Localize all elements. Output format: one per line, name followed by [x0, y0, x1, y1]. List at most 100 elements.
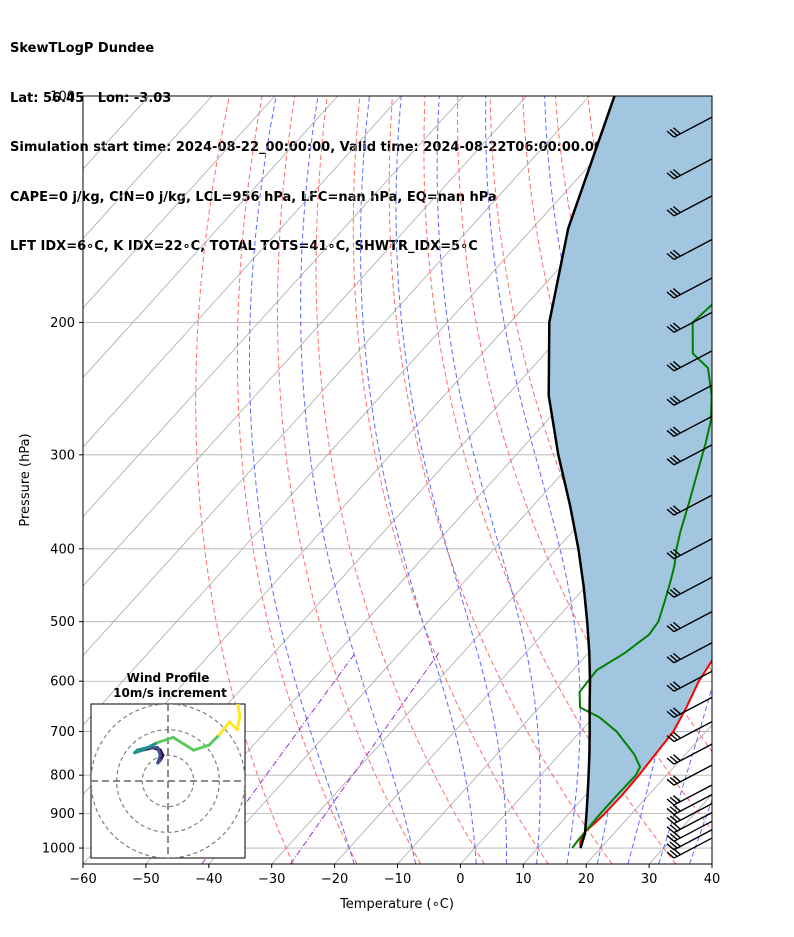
wind-barb-flag: [672, 127, 681, 135]
isotherm-line: [397, 515, 712, 864]
y-tick-label: 900: [50, 807, 75, 822]
x-tick-label: −40: [195, 872, 222, 887]
wind-barb-flag: [672, 548, 681, 556]
moist-adiabat: [249, 96, 355, 864]
isotherm-line: [83, 96, 653, 726]
x-tick-label: 30: [641, 872, 658, 887]
wind-barb-flag: [672, 754, 681, 762]
wind-barb-staff: [673, 743, 713, 765]
wind-barb-flag: [666, 851, 675, 859]
wind-barb-flag: [666, 834, 675, 842]
y-tick-label: 100: [50, 90, 75, 105]
wind-barb-flag: [669, 506, 678, 515]
dry-adiabat: [195, 96, 294, 864]
x-tick-label: −50: [132, 872, 159, 887]
hodograph-segment: [156, 735, 175, 744]
wind-barb: [666, 642, 713, 664]
isotherm-line: [83, 96, 213, 240]
wind-barb: [666, 494, 713, 516]
wind-barb: [666, 611, 713, 633]
wind-barb-flag: [672, 454, 681, 462]
wind-barb-flag: [669, 589, 678, 597]
wind-barb: [666, 784, 713, 806]
wind-barb: [666, 720, 713, 743]
y-tick-label: 1000: [42, 842, 75, 857]
wind-barb-flag: [669, 428, 678, 436]
x-tick-label: 20: [578, 872, 595, 887]
wind-barb: [666, 696, 713, 718]
wind-barb-staff: [673, 820, 713, 842]
wind-barb-flag: [666, 826, 675, 834]
isotherm-line: [83, 96, 276, 309]
wind-barb-flag: [666, 552, 675, 560]
wind-barb-flag: [672, 426, 681, 434]
y-tick-label: 500: [50, 615, 75, 630]
moist-adiabat: [436, 96, 541, 864]
x-tick-label: 10: [515, 872, 532, 887]
wind-barb-flag: [669, 456, 678, 464]
wind-barb: [666, 793, 713, 816]
wind-barb-flag: [672, 795, 681, 803]
dry-adiabat: [277, 96, 422, 864]
header-location: Lat: 56.45 Lon: -3.03: [10, 90, 172, 106]
y-tick-label: 200: [50, 316, 75, 331]
dry-adiabat: [751, 96, 794, 864]
wind-barb-flag: [672, 775, 681, 783]
isotherm-line: [83, 96, 339, 379]
wind-barb-flag: [666, 398, 675, 406]
wind-barb-flag: [666, 209, 675, 217]
moist-adiabat: [485, 96, 581, 864]
dry-adiabat: [315, 96, 485, 864]
wind-barbs: [666, 116, 713, 859]
hodograph-subtitle: 10m/s increment: [113, 686, 227, 700]
wind-barb: [666, 743, 713, 765]
header-stability: CAPE=0 j/kg, CIN=0 j/kg, LCL=956 hPa, LF…: [10, 189, 497, 205]
dry-adiabat: [236, 96, 358, 864]
wind-barb-flag: [672, 322, 681, 330]
y-tick-label: 300: [50, 448, 75, 463]
wind-barb-flag: [672, 395, 681, 403]
wind-barb-flag: [669, 654, 678, 662]
y-tick-label: 400: [50, 542, 75, 557]
isotherm-line: [711, 863, 712, 864]
isotherm-line: [585, 724, 712, 864]
wind-barb-flag: [669, 755, 678, 763]
hodograph-segment: [192, 743, 211, 752]
x-tick-label: −60: [69, 872, 96, 887]
dry-adiabat: [718, 96, 794, 864]
wind-barb-staff: [673, 793, 713, 816]
isotherm-line: [83, 96, 464, 518]
wind-barb-flag: [666, 252, 675, 261]
wind-barb: [666, 384, 713, 406]
wind-barb: [666, 764, 713, 786]
wind-barb-flag: [669, 251, 678, 259]
hodograph-segment: [207, 733, 221, 747]
moist-adiabat: [395, 96, 507, 864]
dry-adiabat: [388, 96, 613, 864]
isotherm-line: [208, 307, 712, 864]
wind-barb-flag: [666, 625, 675, 633]
wind-barb-flag: [666, 778, 675, 786]
hodograph-title: Wind Profile: [127, 671, 210, 685]
wind-barb-flag: [669, 733, 678, 741]
wind-barb-flag: [666, 325, 675, 333]
moist-adiabat: [688, 798, 712, 864]
hodograph-segment: [217, 720, 232, 737]
wind-barb-flag: [669, 824, 678, 832]
y-tick-label: 600: [50, 675, 75, 690]
wind-barb-flag: [672, 249, 681, 257]
wind-barb: [666, 311, 713, 334]
moist-adiabat: [720, 96, 794, 864]
y-tick-label: 800: [50, 769, 75, 784]
wind-barb-flag: [666, 710, 675, 718]
isotherm-line: [460, 585, 712, 864]
wind-barb-flag: [666, 684, 675, 692]
y-axis-label: Pressure (hPa): [18, 433, 33, 526]
wind-barb: [666, 238, 713, 261]
isotherm-line: [775, 96, 794, 864]
hodograph-segment: [236, 704, 242, 719]
wind-barb-flag: [672, 731, 681, 739]
chart-header: SkewTLogP Dundee Lat: 56.45 Lon: -3.03 S…: [10, 8, 603, 272]
wind-barb-flag: [666, 757, 675, 765]
wind-barb-flag: [666, 458, 675, 466]
